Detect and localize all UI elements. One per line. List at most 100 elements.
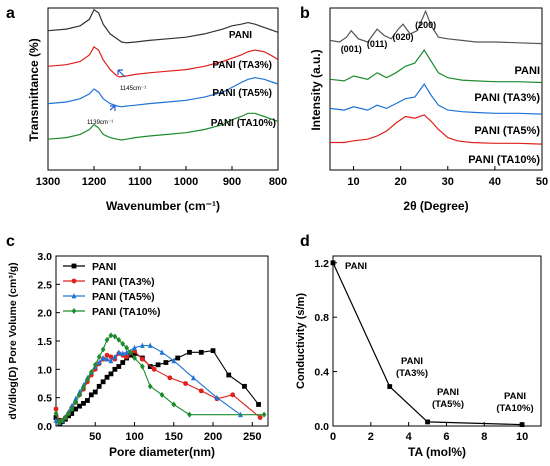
conductivity-y-tick-label-3: 1.2: [314, 258, 329, 270]
pore-line-1: [55, 350, 261, 423]
pore-legend-marker-1: [71, 278, 77, 284]
xrd-peak-label-1: (011): [367, 39, 388, 49]
xrd-line-1: [329, 49, 543, 84]
pore-marker-0-11: [88, 392, 94, 398]
pore-marker-0-26: [163, 360, 169, 365]
conductivity-point-label-3-line-0: PANI: [504, 391, 526, 402]
pore-marker-1-0: [53, 406, 59, 412]
ftir-x-tick-label-3: 1000: [174, 176, 198, 188]
conductivity-y-tick-label-2: 0.8: [314, 312, 329, 324]
xrd-series-label-1: PANI (TA3%): [474, 92, 540, 104]
conductivity-plot-frame: [332, 255, 542, 427]
conductivity-series-line: [330, 260, 525, 428]
pore-marker-3-0: [53, 410, 59, 417]
pore-line-3: [55, 334, 265, 424]
pore-marker-1-24: [183, 381, 188, 386]
conductivity-ylabel: Conductivity (s/m): [295, 293, 307, 389]
pore-marker-0-15: [104, 374, 110, 380]
ftir-line-3: [47, 112, 279, 141]
xrd-x-tick-label-2: 30: [442, 176, 454, 188]
pore-marker-3-12: [96, 353, 102, 360]
conductivity-x-tick-label-0: 0: [330, 431, 336, 443]
ftir-arrow-1139: [109, 105, 116, 111]
pore-legend-marker-0: [71, 263, 77, 269]
pore-marker-3-3: [63, 414, 68, 421]
pore-marker-3-24: [159, 391, 165, 398]
pore-y-tick-label-0: 0.0: [37, 421, 52, 433]
pore-y-tick-label-6: 3.0: [37, 251, 52, 263]
ftir-annotation-1139: 1139cm⁻¹: [87, 120, 113, 126]
pore-marker-0-29: [198, 349, 204, 355]
pore-marker-0-33: [256, 402, 261, 407]
conductivity-marker-0: [330, 260, 336, 266]
pore-marker-1-27: [230, 392, 236, 398]
conductivity-y-tick-label-0: 0.0: [314, 421, 329, 433]
pore-marker-3-17: [116, 336, 122, 343]
pore-marker-2-19: [124, 349, 130, 355]
conductivity-x-tick-label-1: 2: [368, 431, 374, 443]
xrd-series-label-3: PANI (TA10%): [468, 154, 540, 166]
xrd-x-tick-label-4: 50: [536, 176, 548, 188]
conductivity-axis-ticks: 0 2 4 6 8 10 0.0 0.4 0.8 1.2: [314, 258, 528, 443]
ftir-line-2: [47, 77, 279, 108]
conductivity-point-label-1-line-0: PANI: [401, 356, 423, 367]
pore-marker-2-12: [96, 359, 102, 365]
pore-marker-1-25: [198, 388, 204, 394]
pore-marker-3-10: [88, 369, 94, 376]
ftir-x-tick-label-5: 800: [269, 176, 287, 188]
pore-x-tick-label-2: 150: [165, 431, 183, 443]
conductivity-point-label-2-line-1: (TA5%): [432, 399, 464, 410]
xrd-ylabel: Intensity (a.u.): [309, 49, 323, 130]
ftir-xlabel: Wavenumber (cm⁻¹): [106, 199, 220, 213]
ftir-x-ticks: 1300 1200 1100 1000 900 800: [36, 166, 287, 188]
xrd-x-tick-label-3: 40: [489, 176, 501, 188]
ftir-chart: 1300 1200 1100 1000 900 800 PANI PANI (TA3%) …: [27, 7, 287, 213]
ftir-series-label-3: PANI (TA10%): [211, 118, 276, 129]
pore-x-tick-label-0: 50: [89, 431, 101, 443]
pore-marker-3-14: [104, 336, 110, 343]
pore-marker-3-27: [261, 411, 267, 418]
pore-marker-0-32: [242, 383, 247, 389]
pore-marker-0-25: [155, 362, 161, 368]
xrd-series-label-0: PANI: [515, 65, 540, 77]
pore-marker-3-2: [59, 417, 65, 424]
pore-marker-3-5: [69, 406, 75, 412]
xrd-line-0: [329, 9, 543, 45]
pore-x-tick-label-1: 100: [125, 431, 143, 443]
pore-x-tick-label-3: 200: [204, 431, 222, 443]
ftir-x-tick-label-1: 1200: [82, 176, 106, 188]
pore-marker-1-28: [257, 415, 263, 420]
pore-y-tick-label-4: 2.0: [37, 308, 52, 320]
pore-legend-label-3: PANI (TA10%): [92, 306, 160, 318]
pore-marker-1-14: [104, 352, 110, 358]
pore-marker-0-8: [77, 403, 82, 409]
xrd-x-ticks: 10 20 30 40 50: [347, 166, 548, 188]
ftir-plot-frame: [47, 7, 279, 171]
pore-marker-2-20: [132, 344, 137, 351]
pore-marker-0-28: [187, 349, 192, 355]
xrd-line-3: [330, 114, 543, 145]
panel-letter-a: a: [6, 5, 15, 22]
pore-marker-3-22: [139, 363, 145, 370]
pore-marker-3-19: [124, 344, 130, 351]
pore-marker-2-22: [147, 342, 153, 348]
conductivity-line-0: [332, 262, 523, 426]
xrd-chart: 10 20 30 40 50 (001) (011) (020)(200) PANI PAN…: [309, 7, 548, 213]
conductivity-marker-2: [425, 419, 430, 425]
pore-legend-label-1: PANI (TA3%): [92, 276, 155, 288]
ftir-series-label-0: PANI: [229, 30, 252, 41]
ftir-series-label-2: PANI (TA5%): [212, 88, 272, 99]
pore-legend-label-2: PANI (TA5%): [92, 291, 155, 303]
pore-marker-0-10: [85, 398, 90, 403]
conductivity-point-label-3-line-1: (TA10%): [496, 403, 533, 414]
pore-marker-0-30: [210, 348, 216, 354]
conductivity-marker-3: [519, 422, 525, 428]
ftir-line-0: [47, 8, 279, 44]
conductivity-x-tick-label-5: 10: [516, 431, 528, 443]
pore-x-tick-label-4: 250: [243, 431, 261, 443]
pore-y-tick-label-5: 2.5: [37, 279, 52, 291]
ftir-annotation-1145: 1145cm⁻¹: [120, 86, 146, 92]
ftir-arrow-1145: [117, 69, 126, 78]
xrd-peak-label-0: (001): [341, 44, 362, 54]
panel-letter-c: c: [6, 233, 15, 250]
